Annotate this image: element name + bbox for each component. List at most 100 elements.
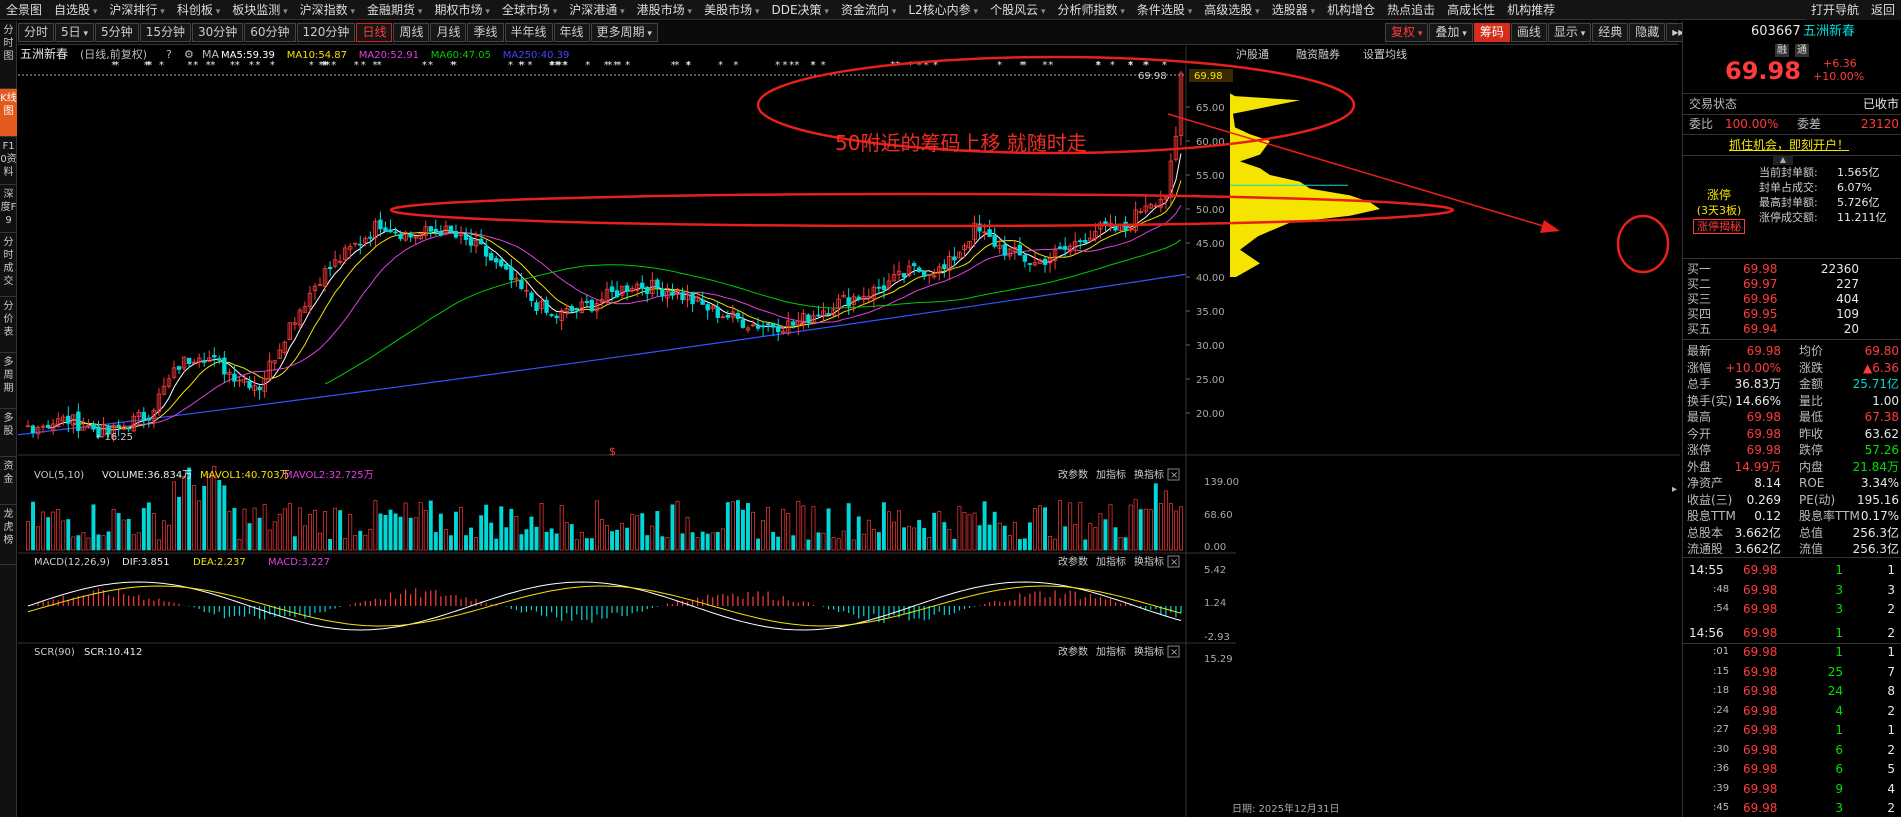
period-tab-12[interactable]: 年线 [553, 23, 590, 42]
link-ma-settings[interactable]: 设置均线 [1363, 47, 1407, 61]
menu-item-8[interactable]: 全球市场 [496, 0, 563, 19]
classic-button[interactable]: 经典 [1592, 23, 1629, 42]
menu-right-1[interactable]: 返回 [1870, 3, 1895, 17]
menu-item-16[interactable]: 分析师指数 [1051, 0, 1130, 19]
menu-item-13[interactable]: 资金流向 [835, 0, 902, 19]
expand-panel-icon[interactable]: ▸ [1672, 484, 1678, 495]
menu-item-23[interactable]: 机构推荐 [1507, 3, 1556, 17]
menu-item-7[interactable]: 期权市场 [428, 0, 495, 19]
ma-label: MA [202, 48, 219, 61]
svg-text:*: * [422, 60, 427, 71]
menu-item-14[interactable]: L2核心内参 [902, 0, 984, 19]
menu-item-20[interactable]: 机构增仓 [1327, 3, 1376, 17]
period-tab-13[interactable]: 更多周期 [590, 23, 658, 42]
stat-label: 跌停 [1799, 443, 1824, 457]
menu-item-11[interactable]: 美股市场 [698, 0, 765, 19]
tick-count: 1 [1887, 723, 1895, 737]
menu-item-2[interactable]: 沪深排行 [103, 0, 170, 19]
pane-close-icon[interactable] [1167, 468, 1180, 481]
view-tab-3[interactable]: 深度F9 [0, 185, 17, 233]
view-tab-6[interactable]: 多周期 [0, 353, 17, 409]
period-tab-6[interactable]: 120分钟 [296, 23, 356, 42]
display-button[interactable]: 显示 [1547, 23, 1592, 42]
menu-item-4[interactable]: 板块监测 [226, 0, 293, 19]
period-tab-11[interactable]: 半年线 [504, 23, 553, 42]
menu-item-5[interactable]: 沪深指数 [294, 0, 361, 19]
view-tab-8[interactable]: 资金 [0, 457, 17, 505]
collapse-icon[interactable]: ▲ [1773, 155, 1793, 165]
svg-text:*: * [325, 60, 330, 71]
menu-item-6[interactable]: 金融期货 [361, 0, 428, 19]
svg-text:*: * [686, 60, 691, 71]
stat-label: 换手(实) [1687, 393, 1733, 408]
pane-close-icon[interactable] [1167, 555, 1180, 568]
macd-bars [27, 581, 1182, 631]
limit-detail-button[interactable]: 涨停揭秘 [1693, 219, 1745, 234]
period-tab-10[interactable]: 季线 [467, 23, 504, 42]
vol-volume: VOLUME:36.834万 [102, 470, 192, 481]
period-tab-5[interactable]: 60分钟 [244, 23, 296, 42]
menu-item-12[interactable]: DDE决策 [765, 0, 834, 19]
menu-item-18[interactable]: 高级选股 [1198, 0, 1265, 19]
pane-btn-0-0[interactable]: 改参数 [1058, 468, 1088, 481]
view-tab-4[interactable]: 分时成交 [0, 233, 17, 297]
stat-value: 21.84万 [1852, 459, 1899, 474]
pane-btn-0-1[interactable]: 加指标 [1096, 468, 1126, 481]
pane-btn-2-1[interactable]: 加指标 [1096, 645, 1126, 658]
menu-item-3[interactable]: 科创板 [171, 0, 226, 19]
menu-right-0[interactable]: 打开导航 [1810, 3, 1859, 17]
kline-chart[interactable]: * ** * * ** **** *** ** ** **** * ** * ** * * *** *** *** *… [18, 46, 1680, 817]
limit-row-value: 5.726亿 [1837, 196, 1880, 209]
pane-btn-1-2[interactable]: 换指标 [1134, 555, 1164, 568]
chouma-button[interactable]: 筹码 [1473, 23, 1510, 42]
menu-item-22[interactable]: 高成长性 [1447, 3, 1496, 17]
menu-item-19[interactable]: 选股器 [1266, 0, 1321, 19]
tick-time: :18 [1713, 685, 1730, 696]
menu-item-0[interactable]: 全景图 [6, 3, 43, 17]
stat-label: 净资产 [1687, 476, 1724, 490]
help-icon[interactable]: ? [166, 48, 172, 61]
link-hugutong[interactable]: 沪股通 [1236, 47, 1269, 61]
stat-label: 量比 [1799, 393, 1824, 408]
period-tab-3[interactable]: 15分钟 [139, 23, 191, 42]
period-tab-2[interactable]: 5分钟 [95, 23, 139, 42]
settings-gear-icon[interactable]: ⚙ [184, 48, 194, 61]
quote-panel: 603667 五洲新春 融 通 69.98 +6.36 +10.00% 交易状态… [1682, 21, 1901, 817]
menu-item-10[interactable]: 港股市场 [631, 0, 698, 19]
promo-link[interactable]: 抓住机会，即刻开户！ [1729, 138, 1850, 152]
period-tab-0[interactable]: 分时 [18, 23, 55, 42]
view-tab-1[interactable]: K线图 [0, 89, 17, 137]
fuquan-button[interactable]: 复权 [1385, 23, 1429, 42]
overlay-button[interactable]: 叠加 [1429, 23, 1473, 42]
tick-volume: 4 [1835, 703, 1843, 718]
stat-row: 总手 36.83万 金额 25.71亿 [1687, 376, 1899, 392]
view-tab-7[interactable]: 多股 [0, 409, 17, 457]
pane-close-icon[interactable] [1167, 645, 1180, 658]
pane-btn-0-2[interactable]: 换指标 [1134, 468, 1164, 481]
menu-item-15[interactable]: 个股风云 [984, 0, 1051, 19]
period-tab-9[interactable]: 月线 [430, 23, 467, 42]
view-tab-0[interactable]: 分时图 [0, 21, 17, 89]
stat-value: 67.38 [1864, 410, 1899, 424]
left-view-bar: 分时图 K线图 F10资料 深度F9 分时成交 分价表 多周期 多股 资金 龙虎榜 [0, 21, 17, 817]
pane-btn-2-0[interactable]: 改参数 [1058, 645, 1088, 658]
hide-button[interactable]: 隐藏 [1629, 23, 1666, 42]
period-tab-4[interactable]: 30分钟 [191, 23, 244, 42]
period-tab-8[interactable]: 周线 [393, 23, 430, 42]
view-tab-5[interactable]: 分价表 [0, 297, 17, 353]
period-tab-1[interactable]: 5日 [55, 23, 95, 42]
view-tab-9[interactable]: 龙虎榜 [0, 505, 17, 565]
huaxian-button[interactable]: 画线 [1510, 23, 1547, 42]
menu-item-21[interactable]: 热点追击 [1387, 3, 1436, 17]
pane-btn-2-2[interactable]: 换指标 [1134, 645, 1164, 658]
menu-item-17[interactable]: 条件选股 [1131, 0, 1198, 19]
pane-btn-1-1[interactable]: 加指标 [1096, 555, 1126, 568]
period-tab-7[interactable]: 日线 [356, 23, 393, 42]
limit-row-label: 最高封单额: [1759, 196, 1818, 209]
view-tab-2[interactable]: F10资料 [0, 137, 17, 185]
link-rongzi[interactable]: 融资融券 [1296, 47, 1340, 61]
menu-item-1[interactable]: 自选股 [48, 0, 103, 19]
orderbook-price: 69.96 [1743, 292, 1778, 306]
menu-item-9[interactable]: 沪深港通 [563, 0, 630, 19]
pane-btn-1-0[interactable]: 改参数 [1058, 555, 1088, 568]
